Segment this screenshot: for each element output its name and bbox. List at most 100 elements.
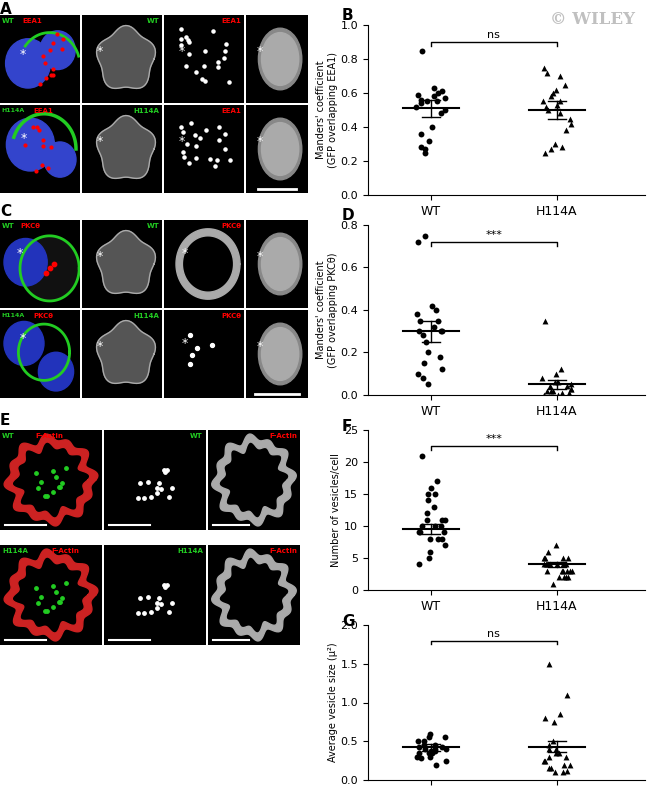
Point (422, 95, 432, 108)
Point (538, 61, 549, 74)
Polygon shape (212, 434, 296, 526)
Point (543, 104, 553, 116)
Point (143, 590, 153, 603)
Point (164, 606, 174, 619)
Point (48, 68, 58, 81)
Point (430, 488, 441, 501)
Point (146, 606, 156, 619)
Polygon shape (176, 229, 240, 299)
Point (562, 764, 572, 777)
Point (557, 386, 567, 399)
Point (427, 300, 437, 312)
Point (429, 82, 439, 94)
Point (414, 558, 424, 571)
Point (135, 592, 146, 604)
Point (436, 325, 447, 338)
Point (201, 124, 211, 136)
Point (422, 513, 432, 526)
Point (433, 533, 443, 545)
Circle shape (6, 118, 55, 171)
Point (416, 127, 426, 140)
Point (143, 475, 153, 488)
Text: A: A (0, 2, 12, 17)
Point (41, 72, 51, 84)
Point (413, 235, 423, 248)
Text: PKCθ: PKCθ (34, 312, 53, 319)
Point (551, 539, 561, 552)
Point (213, 56, 223, 68)
Point (38, 140, 48, 153)
Point (224, 76, 234, 88)
Y-axis label: Manders' coefficient
(GFP overlapping EEA1): Manders' coefficient (GFP overlapping EE… (316, 52, 338, 168)
Point (32, 597, 43, 609)
Point (146, 491, 156, 504)
Point (185, 358, 195, 371)
Point (57, 42, 67, 55)
Circle shape (259, 118, 302, 179)
Point (436, 519, 447, 532)
Text: F: F (342, 419, 352, 434)
Point (539, 558, 549, 571)
Point (422, 346, 433, 359)
Text: *: * (257, 135, 263, 149)
Point (422, 494, 433, 507)
Point (47, 486, 58, 498)
Point (558, 564, 569, 577)
Text: © WILEY: © WILEY (551, 12, 635, 28)
Point (44, 44, 55, 57)
Circle shape (259, 233, 302, 295)
Point (430, 743, 440, 756)
Text: WT: WT (1, 17, 14, 24)
Point (544, 558, 554, 571)
Point (543, 762, 554, 774)
Point (440, 104, 450, 116)
Text: ns: ns (488, 31, 500, 40)
Point (564, 389, 574, 401)
Point (421, 335, 431, 348)
Point (43, 161, 53, 174)
Point (431, 304, 441, 316)
Point (213, 61, 223, 73)
Circle shape (38, 353, 73, 391)
Point (558, 558, 568, 571)
Point (545, 380, 555, 393)
Point (38, 50, 48, 62)
Circle shape (4, 321, 44, 365)
Point (435, 350, 445, 363)
Point (162, 464, 172, 476)
Point (548, 87, 558, 99)
Point (437, 364, 447, 376)
Point (35, 78, 46, 91)
Point (550, 766, 560, 778)
Point (562, 689, 572, 701)
Point (562, 751, 572, 763)
Text: *: * (181, 337, 188, 350)
Point (549, 735, 559, 748)
Point (553, 747, 564, 759)
Point (541, 100, 551, 113)
Point (539, 389, 549, 401)
Point (160, 465, 170, 478)
Point (566, 113, 576, 125)
Circle shape (261, 123, 299, 176)
Point (412, 751, 423, 763)
Text: H114A: H114A (134, 312, 160, 319)
Point (552, 98, 562, 111)
Point (425, 727, 436, 740)
Point (199, 59, 209, 72)
Circle shape (6, 39, 51, 88)
Text: *: * (179, 135, 185, 149)
Point (151, 597, 162, 610)
Point (562, 380, 573, 393)
Point (214, 120, 225, 133)
Point (221, 38, 231, 50)
Polygon shape (4, 434, 98, 526)
Polygon shape (97, 320, 155, 383)
Point (424, 731, 434, 744)
Point (429, 321, 439, 334)
Circle shape (261, 327, 299, 380)
Point (40, 490, 50, 502)
Polygon shape (20, 236, 79, 301)
Point (431, 758, 441, 770)
Point (439, 526, 450, 538)
